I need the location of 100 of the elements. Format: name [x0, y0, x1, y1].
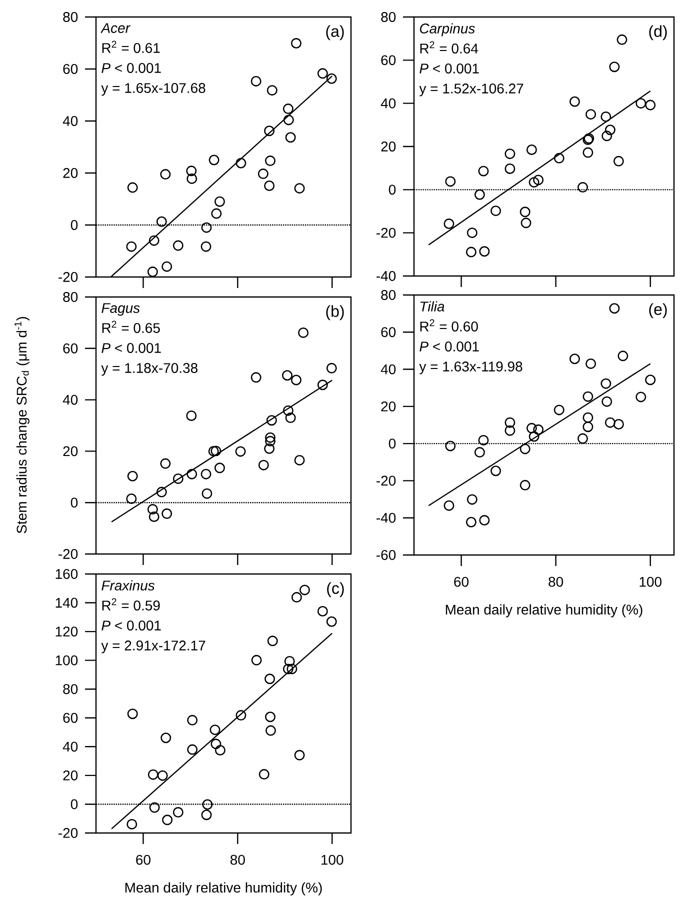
annotation: P < 0.001	[102, 63, 161, 73]
point	[282, 405, 294, 416]
point	[645, 374, 656, 386]
annotation: (e)	[649, 303, 667, 318]
point	[264, 436, 276, 446]
point	[264, 126, 275, 136]
point	[126, 241, 137, 252]
point	[236, 710, 246, 721]
annotation: (a)	[326, 25, 344, 40]
point	[554, 152, 564, 164]
y-tick-label: -20	[58, 828, 78, 838]
annotation: Acer	[100, 23, 130, 33]
point	[504, 425, 516, 436]
point	[478, 434, 489, 446]
point	[258, 769, 270, 780]
x-axis-title: Mean daily relative humidity (%)	[446, 604, 642, 618]
point	[186, 173, 198, 184]
y-tick-label: 80	[63, 684, 78, 694]
y-tick-label: 80	[63, 12, 78, 22]
y-tick-label: 20	[63, 770, 78, 780]
point	[282, 104, 294, 114]
annotation: (b)	[326, 305, 344, 320]
point	[186, 410, 197, 421]
point	[235, 446, 246, 457]
point	[127, 470, 138, 482]
point	[613, 156, 624, 166]
point	[528, 431, 540, 442]
point	[284, 656, 295, 666]
annotation: Fraxinus	[102, 580, 155, 590]
point	[317, 68, 328, 79]
point	[267, 636, 278, 646]
annotation: y = 1.52x-106.27	[419, 84, 524, 96]
point	[294, 750, 305, 760]
point	[148, 235, 160, 246]
point	[445, 440, 456, 452]
point	[208, 154, 220, 166]
point	[202, 488, 212, 499]
point	[214, 745, 226, 756]
point	[317, 380, 328, 390]
point	[478, 166, 489, 176]
y-tick-label: 20	[381, 142, 396, 152]
y-tick-label: 60	[63, 712, 78, 723]
point	[200, 241, 212, 252]
y-tick-label: 80	[381, 12, 396, 22]
point	[264, 432, 276, 443]
point	[186, 166, 197, 176]
annotation: R$^{2}$ = 0.61	[102, 40, 160, 53]
point	[645, 100, 656, 110]
y-tick-label: -60	[376, 550, 396, 560]
x-axis-title: Mean daily relative humidity (%)	[125, 882, 322, 896]
point	[214, 196, 225, 207]
point	[201, 222, 212, 233]
point	[285, 412, 296, 424]
point	[266, 415, 277, 426]
point	[210, 738, 222, 750]
point	[282, 370, 292, 381]
point	[466, 494, 478, 505]
y-tick-label: -40	[376, 512, 396, 523]
point	[444, 500, 454, 511]
point	[609, 303, 620, 314]
y-tick-label: 60	[63, 343, 78, 354]
y-tick-label: 20	[63, 446, 78, 456]
annotation: R$^{2}$ = 0.60	[420, 319, 478, 332]
point	[533, 174, 544, 186]
annotation: y = 1.18x-70.38	[101, 363, 198, 376]
y-tick-label: 140	[56, 598, 78, 608]
point	[613, 419, 624, 430]
point	[474, 189, 485, 200]
annotation: y = 2.91x-172.17	[101, 640, 206, 654]
point	[520, 218, 532, 228]
point	[533, 424, 544, 435]
point	[326, 73, 337, 84]
point	[148, 769, 158, 780]
point	[490, 466, 502, 476]
point	[283, 114, 294, 126]
point	[582, 422, 594, 432]
x-tick-label: 100	[321, 854, 344, 865]
point	[172, 473, 184, 484]
point	[504, 163, 516, 174]
point	[520, 206, 530, 218]
y-tick-label: 0	[70, 220, 78, 230]
point	[528, 177, 540, 188]
y-tick-label: 0	[388, 438, 396, 449]
point	[582, 412, 594, 423]
annotation: Fagus	[102, 303, 140, 316]
point	[326, 616, 337, 627]
point	[148, 511, 160, 522]
point	[578, 182, 588, 193]
point	[290, 374, 302, 386]
y-tick-label: 160	[56, 569, 78, 579]
point	[286, 664, 298, 674]
x-tick-label: 60	[454, 576, 469, 587]
point	[147, 504, 158, 515]
y-tick-label: -20	[58, 549, 78, 559]
point	[586, 358, 596, 369]
point	[490, 206, 502, 216]
point	[604, 124, 616, 136]
y-tick-label: 40	[62, 394, 78, 405]
point	[149, 802, 160, 813]
point	[526, 422, 537, 434]
